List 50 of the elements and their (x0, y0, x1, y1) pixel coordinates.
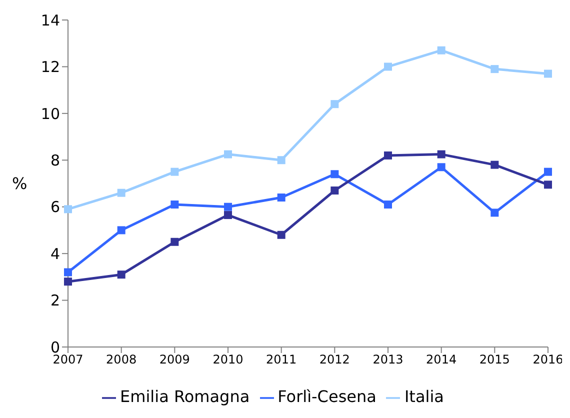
point (437, 46, 446, 54)
point (170, 168, 179, 176)
point (277, 156, 286, 164)
point (490, 65, 499, 74)
y-tick-label: 4 (50, 244, 60, 263)
point (117, 270, 126, 279)
y-tick-label: 14 (40, 11, 60, 30)
x-tick-label: 2011 (266, 352, 297, 367)
point (330, 100, 339, 108)
point (544, 168, 552, 176)
point (277, 230, 286, 239)
point (544, 180, 552, 189)
point (64, 205, 72, 214)
x-tick-label: 2013 (372, 352, 404, 367)
x-tick-label: 2009 (159, 352, 190, 367)
legend-label: Italia (404, 387, 444, 406)
x-tick-label: 2008 (106, 352, 137, 367)
point (384, 151, 392, 160)
point (277, 194, 286, 202)
y-axis-title: % (12, 174, 28, 194)
point (437, 163, 446, 172)
point (224, 211, 232, 220)
point (64, 268, 72, 276)
x-tick-label: 2012 (319, 352, 350, 367)
point (384, 200, 392, 209)
point (117, 188, 126, 197)
point (224, 202, 232, 211)
point (330, 186, 339, 195)
y-tick-label: 2 (50, 292, 60, 310)
legend-label: Emilia Romagna (120, 387, 250, 406)
x-tick-label: 2010 (212, 352, 244, 367)
point (170, 200, 179, 209)
x-tick-label: 2014 (426, 352, 457, 367)
point (170, 238, 179, 246)
y-tick-label: 12 (40, 58, 60, 76)
point (437, 150, 446, 158)
legend-label: Forlì-Cesena (278, 387, 376, 406)
x-tick-label: 2015 (479, 352, 510, 367)
y-tick-label: 6 (50, 198, 60, 216)
point (224, 150, 232, 158)
point (490, 160, 499, 169)
point (117, 226, 126, 234)
point (544, 70, 552, 78)
y-tick-label: 10 (40, 104, 60, 123)
point (64, 278, 72, 286)
x-tick-label: 2007 (52, 352, 84, 367)
point (330, 170, 339, 178)
point (490, 208, 499, 217)
point (384, 62, 392, 71)
y-tick-label: 8 (50, 151, 60, 170)
